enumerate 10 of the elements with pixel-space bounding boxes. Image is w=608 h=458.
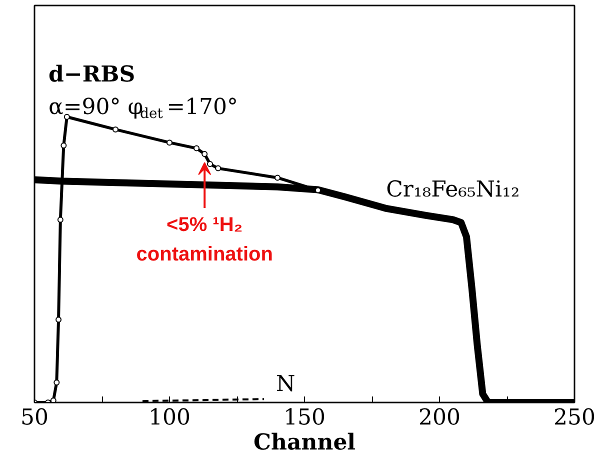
x-tick-label: 250	[554, 406, 596, 430]
series-label: Cr₁₈Fe₆₅Ni₁₂	[386, 178, 520, 203]
series-label: N	[276, 372, 296, 398]
x-tick-label: 200	[418, 406, 461, 430]
text: d−RBS	[48, 62, 136, 88]
x-tick-label: 150	[284, 406, 326, 430]
annotation: <5% ¹H₂ contamination	[136, 214, 273, 266]
x-tick-label: 100	[148, 406, 191, 430]
x-axis-title: Channel	[253, 430, 356, 456]
x-tick-label: 50	[20, 406, 49, 430]
